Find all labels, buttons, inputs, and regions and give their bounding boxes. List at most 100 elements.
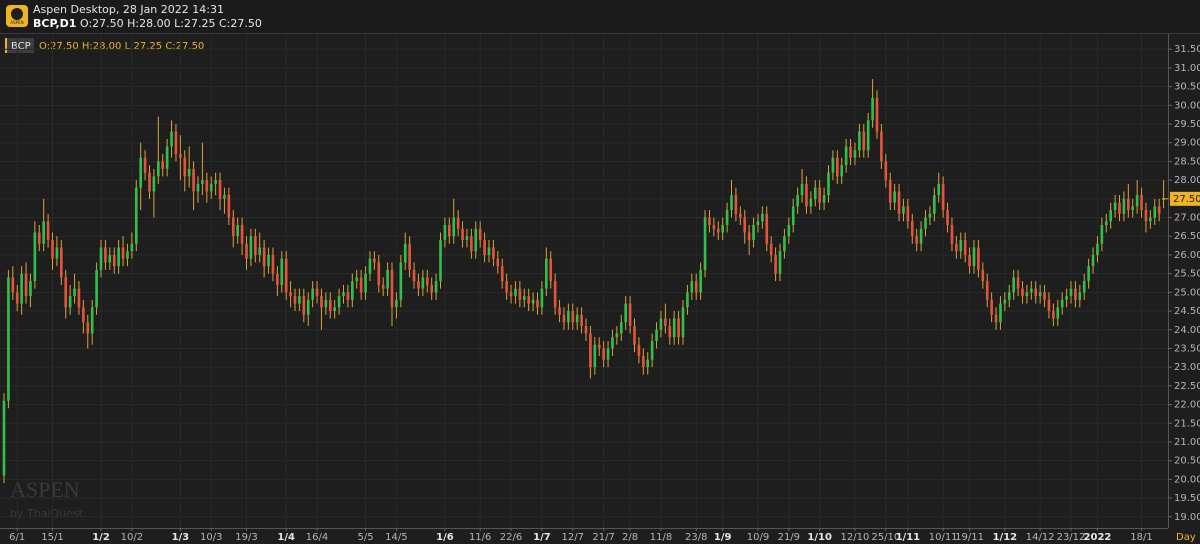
candle-body: [932, 195, 936, 214]
candle-body: [496, 258, 500, 267]
x-tick-label: 10/3: [200, 532, 222, 543]
candle-body: [15, 292, 19, 304]
x-tick-label: 21/7: [592, 532, 614, 543]
candle-body: [99, 247, 103, 270]
candle-body: [399, 262, 403, 300]
candle-body: [1149, 217, 1152, 222]
candle-body: [276, 273, 279, 285]
candle-body: [7, 277, 10, 401]
candle-body: [42, 221, 46, 244]
candle-body: [796, 195, 799, 207]
candle-body: [505, 281, 508, 293]
candle-body: [787, 225, 791, 237]
symbol-header: BCP,D1: [33, 17, 76, 30]
x-tick-label: 10/2: [121, 532, 143, 543]
x-tick-label: 14/12: [1026, 532, 1055, 543]
candle-body: [549, 258, 553, 282]
candle-body: [474, 228, 478, 252]
candle-body: [1003, 299, 1007, 304]
candle-body: [1096, 243, 1099, 255]
candle-body: [143, 157, 147, 173]
candle-body: [747, 232, 751, 240]
candle-body: [37, 232, 41, 244]
y-tick-label: 20.50: [1174, 456, 1200, 467]
x-tick-label: 1/9: [714, 532, 732, 543]
candle-body: [994, 314, 998, 323]
candle-body: [1157, 206, 1161, 214]
candle-body: [738, 213, 742, 218]
candle-body: [461, 228, 464, 240]
candle-body: [963, 239, 967, 255]
candle-body: [752, 225, 755, 240]
candle-body: [972, 247, 976, 267]
candle-body: [1012, 277, 1016, 293]
y-tick-label: 26.50: [1174, 231, 1200, 242]
x-tick-label: 12/10: [841, 532, 870, 543]
x-tick-label: 23/12: [1057, 532, 1086, 543]
y-tick-label: 30.50: [1174, 82, 1200, 93]
candle-body: [267, 254, 270, 267]
candle-body: [205, 180, 209, 192]
candle-body: [721, 225, 725, 233]
y-tick-label: 28.50: [1174, 156, 1200, 167]
candle-body: [2, 400, 6, 476]
candle-body: [156, 161, 160, 177]
candle-body: [650, 340, 654, 360]
candle-body: [831, 157, 835, 173]
candle-body: [1016, 277, 1020, 289]
candle-body: [386, 269, 389, 289]
candle-body: [924, 217, 927, 229]
candle-body: [1007, 292, 1011, 300]
candle-body: [218, 180, 222, 199]
candle-body: [280, 258, 284, 285]
candle-body: [192, 168, 195, 192]
candle-body: [778, 251, 782, 274]
candle-body: [51, 239, 54, 259]
candle-body: [791, 206, 795, 226]
candle-body: [412, 269, 416, 282]
candle-body: [941, 183, 945, 211]
candle-body: [456, 217, 460, 229]
candle-body: [805, 183, 808, 207]
candle-body: [377, 262, 381, 285]
candle-body: [624, 303, 628, 323]
x-tick-label: 11/6: [469, 532, 491, 543]
title-bar: [0, 0, 1200, 33]
candle-body: [1109, 210, 1113, 222]
candle-body: [628, 303, 632, 327]
candle-body: [1135, 195, 1139, 207]
candle-body: [677, 318, 680, 338]
candle-body: [637, 344, 641, 356]
y-tick-label: 31.50: [1174, 44, 1200, 55]
candle-body: [134, 187, 138, 244]
candle-body: [659, 318, 663, 330]
candle-body: [373, 258, 376, 263]
candle-body: [320, 296, 323, 308]
candle-body: [165, 146, 169, 169]
candle-body: [518, 288, 522, 300]
x-tick-label: 23/8: [685, 532, 707, 543]
candle-body: [82, 307, 85, 323]
axes: 19.00 19.50 20.00 20.50 21.00 21.50 22.00 22.50…: [0, 34, 1200, 543]
candle-body: [130, 243, 134, 252]
candle-body: [580, 314, 583, 327]
y-tick-label: 19.00: [1174, 512, 1200, 523]
candle-body: [112, 254, 116, 267]
candle-body: [589, 333, 592, 368]
candle-body: [756, 221, 760, 226]
candle-body: [359, 277, 363, 293]
candle-body: [1087, 266, 1090, 282]
candle-body: [350, 281, 354, 300]
x-tick-label: 11/8: [650, 532, 672, 543]
candle-body: [734, 195, 738, 214]
candle-body: [417, 281, 420, 289]
candle-body: [708, 217, 711, 226]
candle-body: [328, 299, 332, 312]
y-tick-label: 24.50: [1174, 306, 1200, 317]
candle-body: [390, 269, 394, 308]
candle-body: [844, 146, 848, 166]
y-tick-label: 31.00: [1174, 63, 1200, 74]
x-tick-label: 21/9: [778, 532, 800, 543]
